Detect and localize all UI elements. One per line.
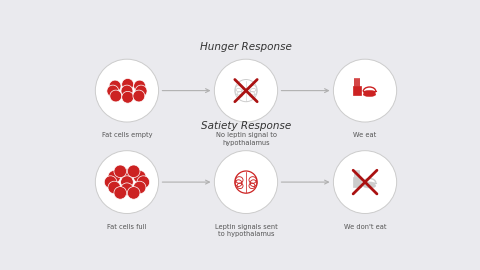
Text: We don't eat: We don't eat bbox=[344, 224, 386, 230]
Ellipse shape bbox=[334, 59, 396, 122]
Ellipse shape bbox=[120, 183, 133, 195]
Text: Leptin signals sent
to hypothalamus: Leptin signals sent to hypothalamus bbox=[215, 224, 277, 237]
Ellipse shape bbox=[122, 79, 133, 90]
Ellipse shape bbox=[215, 59, 277, 122]
Ellipse shape bbox=[120, 169, 133, 181]
Ellipse shape bbox=[363, 182, 375, 185]
Ellipse shape bbox=[363, 90, 375, 94]
Text: Satiety Response: Satiety Response bbox=[201, 121, 291, 131]
Ellipse shape bbox=[96, 59, 158, 122]
Ellipse shape bbox=[108, 170, 120, 183]
Ellipse shape bbox=[133, 181, 146, 194]
Text: We eat: We eat bbox=[353, 132, 377, 139]
Ellipse shape bbox=[334, 151, 396, 214]
Ellipse shape bbox=[120, 176, 133, 188]
FancyBboxPatch shape bbox=[353, 177, 360, 187]
Ellipse shape bbox=[127, 165, 140, 178]
Ellipse shape bbox=[108, 181, 120, 194]
FancyBboxPatch shape bbox=[353, 86, 360, 95]
Ellipse shape bbox=[215, 151, 277, 214]
Ellipse shape bbox=[127, 187, 140, 199]
Ellipse shape bbox=[114, 187, 127, 199]
Text: Fat cells empty: Fat cells empty bbox=[102, 132, 152, 139]
Ellipse shape bbox=[107, 85, 119, 97]
Ellipse shape bbox=[110, 90, 122, 102]
Ellipse shape bbox=[135, 85, 147, 97]
Ellipse shape bbox=[96, 151, 158, 214]
Ellipse shape bbox=[363, 184, 376, 188]
Ellipse shape bbox=[122, 91, 133, 103]
Ellipse shape bbox=[363, 92, 376, 97]
Ellipse shape bbox=[104, 176, 117, 188]
Text: Hunger Response: Hunger Response bbox=[200, 42, 292, 52]
Ellipse shape bbox=[133, 80, 145, 92]
Ellipse shape bbox=[109, 80, 121, 92]
Ellipse shape bbox=[114, 165, 127, 178]
Text: No leptin signal to
hypothalamus: No leptin signal to hypothalamus bbox=[216, 132, 276, 146]
Text: Fat cells full: Fat cells full bbox=[107, 224, 147, 230]
Ellipse shape bbox=[133, 90, 145, 102]
Ellipse shape bbox=[137, 176, 150, 188]
Ellipse shape bbox=[121, 85, 133, 97]
Ellipse shape bbox=[133, 170, 146, 183]
